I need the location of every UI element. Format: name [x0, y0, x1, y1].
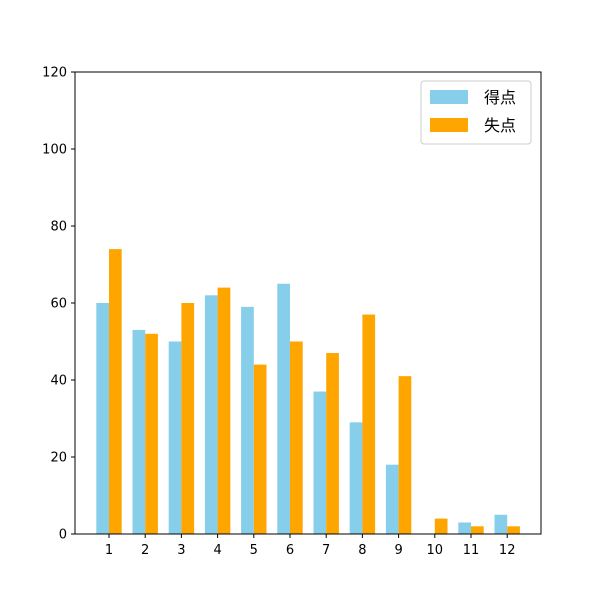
y-tick-label-20: 20: [50, 451, 67, 466]
bar-scored-5: [241, 306, 254, 534]
bar-scored-3: [168, 341, 182, 534]
bar-conceded-7: [326, 353, 339, 534]
y-tick-label-0: 0: [59, 528, 67, 543]
x-tick-label-5: 5: [250, 543, 258, 558]
y-tick-label-120: 120: [42, 66, 67, 81]
bar-scored-8: [349, 422, 363, 534]
x-tick-label-6: 6: [286, 543, 294, 558]
bar-conceded-6: [290, 341, 303, 534]
bar-scored-2: [132, 329, 146, 534]
legend-swatch-scored: [430, 90, 468, 104]
y-tick-label-80: 80: [50, 220, 67, 235]
y-tick-label-60: 60: [50, 297, 67, 312]
x-tick-label-3: 3: [177, 543, 185, 558]
bar-scored-1: [96, 303, 109, 534]
legend: 得点 失点: [420, 80, 532, 145]
x-tick-label-8: 8: [358, 543, 366, 558]
bar-conceded-3: [181, 303, 195, 534]
bar-conceded-8: [362, 314, 376, 534]
x-tick-label-2: 2: [141, 543, 149, 558]
bar-scored-9: [385, 464, 399, 534]
bar-scored-12: [494, 514, 508, 534]
bar-scored-11: [458, 522, 471, 534]
plot-frame: [74, 71, 542, 535]
x-tick-label-12: 12: [499, 543, 516, 558]
x-tick-label-7: 7: [322, 543, 330, 558]
bar-conceded-2: [145, 333, 158, 534]
bar-conceded-12: [507, 526, 520, 534]
bar-conceded-5: [253, 364, 267, 534]
bar-scored-7: [313, 391, 327, 534]
bar-conceded-10: [434, 518, 448, 534]
x-tick-label-9: 9: [394, 543, 402, 558]
bar-scored-6: [277, 283, 290, 534]
bar-conceded-1: [109, 249, 122, 534]
bar-conceded-9: [398, 376, 412, 534]
legend-label-conceded: 失点: [484, 116, 516, 135]
y-tick-label-40: 40: [50, 374, 67, 389]
x-tick-label-1: 1: [105, 543, 113, 558]
legend-label-scored: 得点: [484, 88, 516, 107]
bar-conceded-4: [217, 287, 231, 534]
y-axis: 0 20 40 60 80 100 120: [42, 66, 75, 543]
x-tick-label-11: 11: [463, 543, 480, 558]
x-tick-label-4: 4: [213, 543, 221, 558]
x-axis: 1 2 3 4 5 6 7 8 9 10 11 12: [105, 534, 516, 558]
bar-scored-4: [204, 295, 218, 534]
x-tick-label-10: 10: [427, 543, 444, 558]
legend-swatch-conceded: [430, 118, 468, 132]
y-tick-label-100: 100: [42, 143, 67, 158]
bars-group: [96, 249, 520, 534]
bar-conceded-11: [471, 526, 484, 534]
